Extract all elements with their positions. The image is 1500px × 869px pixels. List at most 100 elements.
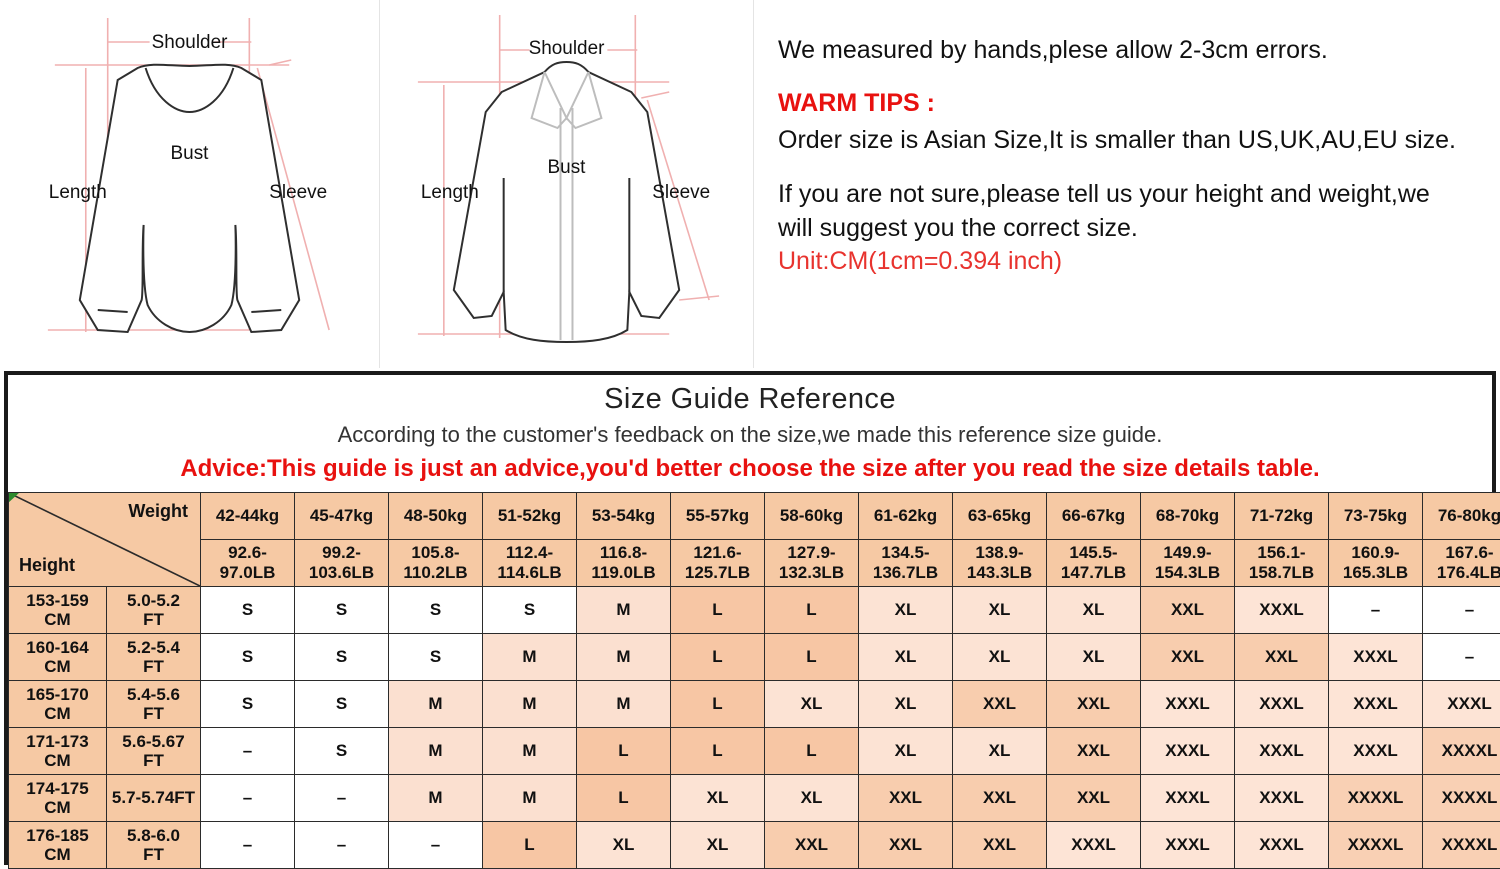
table-row: 165-170 CM 5.4-5.6 FT S S M M M L XL XL XXL XXL XXXL XX… (8, 680, 1500, 728)
size-cell-r3-c10: XXXL (1140, 727, 1235, 775)
weight-kg-header-8: 63-65kg (952, 492, 1047, 540)
size-cell-r1-c11: XXL (1234, 633, 1329, 681)
weight-kg-header-0: 42-44kg (200, 492, 295, 540)
size-cell-r5-c3: L (482, 821, 577, 869)
weight-lb-header-11: 156.1- 158.7LB (1234, 539, 1329, 587)
size-cell-r5-c4: XL (576, 821, 671, 869)
size-table-section: Size Guide Reference According to the cu… (4, 371, 1500, 869)
womens-top-diagram: Shoulder Bust Length Sleeve (0, 0, 380, 368)
weight-kg-header-12: 73-75kg (1328, 492, 1423, 540)
size-cell-r2-c6: XL (764, 680, 859, 728)
weight-lb-header-2: 105.8- 110.2LB (388, 539, 483, 587)
size-cell-r4-c6: XL (764, 774, 859, 822)
size-cell-r3-c6: L (764, 727, 859, 775)
size-cell-r0-c6: L (764, 586, 859, 634)
size-guide-table: Weight Height 42-44kg 45-47kg 48-50kg 51-52kg… (8, 492, 1500, 869)
size-cell-r3-c0: – (200, 727, 295, 775)
size-cell-r3-c7: XL (858, 727, 953, 775)
weight-kg-header-2: 48-50kg (388, 492, 483, 540)
size-cell-r2-c12: XXXL (1328, 680, 1423, 728)
size-cell-r5-c6: XXL (764, 821, 859, 869)
size-cell-r1-c9: XL (1046, 633, 1141, 681)
size-cell-r2-c13: XXXL (1422, 680, 1500, 728)
size-cell-r0-c10: XXL (1140, 586, 1235, 634)
size-cell-r3-c5: L (670, 727, 765, 775)
height-cm-1: 160-164 CM (8, 633, 107, 681)
size-cell-r1-c8: XL (952, 633, 1047, 681)
height-ft-5: 5.8-6.0 FT (106, 821, 201, 869)
bust-label: Bust (171, 143, 210, 164)
table-row: 171-173 CM 5.6-5.67 FT – S M M L L L XL XL XXL XXXL XXX… (8, 727, 1500, 775)
size-cell-r4-c2: M (388, 774, 483, 822)
length-label: Length (49, 182, 107, 203)
size-cell-r0-c0: S (200, 586, 295, 634)
size-cell-r4-c3: M (482, 774, 577, 822)
size-cell-r3-c12: XXXL (1328, 727, 1423, 775)
weight-lb-header-7: 134.5- 136.7LB (858, 539, 953, 587)
size-cell-r0-c7: XL (858, 586, 953, 634)
table-advice: Advice:This guide is just an advice,you'… (180, 455, 1320, 482)
size-cell-r5-c12: XXXXL (1328, 821, 1423, 869)
size-cell-r0-c9: XL (1046, 586, 1141, 634)
weight-lb-header-4: 116.8- 119.0LB (576, 539, 671, 587)
size-cell-r4-c0: – (200, 774, 295, 822)
sleeve-label: Sleeve (269, 182, 327, 203)
height-ft-0: 5.0-5.2 FT (106, 586, 201, 634)
table-row: 176-185 CM 5.8-6.0 FT – – – L XL XL XXL XXL XXL XXXL X… (8, 821, 1500, 869)
size-cell-r2-c0: S (200, 680, 295, 728)
size-cell-r4-c11: XXXL (1234, 774, 1329, 822)
size-cell-r0-c1: S (294, 586, 389, 634)
size-cell-r5-c2: – (388, 821, 483, 869)
shoulder-label: Shoulder (529, 38, 605, 59)
weight-kg-header-3: 51-52kg (482, 492, 577, 540)
size-cell-r4-c12: XXXXL (1328, 774, 1423, 822)
measure-note: We measured by hands,plese allow 2-3cm e… (778, 36, 1328, 64)
size-cell-r0-c12: – (1328, 586, 1423, 634)
size-cell-r1-c12: XXXL (1328, 633, 1423, 681)
table-row: 160-164 CM 5.2-5.4 FT S S S M M L L XL XL XL XXL XXL XXX… (8, 633, 1500, 681)
size-cell-r3-c3: M (482, 727, 577, 775)
weight-kg-header-13: 76-80kg (1422, 492, 1500, 540)
size-cell-r4-c5: XL (670, 774, 765, 822)
weight-kg-header-4: 53-54kg (576, 492, 671, 540)
height-cm-0: 153-159 CM (8, 586, 107, 634)
size-cell-r0-c2: S (388, 586, 483, 634)
height-axis-label: Height (19, 555, 75, 575)
size-cell-r4-c4: L (576, 774, 671, 822)
table-corner-cell: Weight Height (8, 492, 201, 587)
length-label: Length (421, 182, 479, 203)
size-cell-r4-c8: XXL (952, 774, 1047, 822)
size-cell-r2-c10: XXXL (1140, 680, 1235, 728)
size-cell-r2-c9: XXL (1046, 680, 1141, 728)
weight-kg-header-1: 45-47kg (294, 492, 389, 540)
size-cell-r3-c2: M (388, 727, 483, 775)
weight-kg-header-6: 58-60kg (764, 492, 859, 540)
size-cell-r2-c11: XXXL (1234, 680, 1329, 728)
top-section: Shoulder Bust Length Sleeve (0, 0, 1500, 368)
size-cell-r3-c11: XXXL (1234, 727, 1329, 775)
asian-size-note: Order size is Asian Size,It is smaller t… (778, 125, 1456, 154)
not-sure-note-line1: If you are not sure,please tell us your … (778, 180, 1430, 208)
size-cell-r0-c4: M (576, 586, 671, 634)
size-cell-r2-c8: XXL (952, 680, 1047, 728)
shirt-diagram: Shoulder Bust Length Sleeve (380, 0, 754, 368)
table-title: Size Guide Reference (604, 383, 896, 415)
size-cell-r3-c4: L (576, 727, 671, 775)
size-cell-r5-c9: XXXL (1046, 821, 1141, 869)
size-cell-r1-c0: S (200, 633, 295, 681)
size-cell-r5-c7: XXL (858, 821, 953, 869)
size-cell-r4-c13: XXXXL (1422, 774, 1500, 822)
size-cell-r3-c8: XL (952, 727, 1047, 775)
size-cell-r1-c5: L (670, 633, 765, 681)
size-cell-r5-c13: XXXXL (1422, 821, 1500, 869)
weight-kg-header-9: 66-67kg (1046, 492, 1141, 540)
size-cell-r4-c7: XXL (858, 774, 953, 822)
size-cell-r5-c5: XL (670, 821, 765, 869)
height-cm-4: 174-175 CM (8, 774, 107, 822)
weight-kg-header-11: 71-72kg (1234, 492, 1329, 540)
size-cell-r0-c13: – (1422, 586, 1500, 634)
table-title-block: Size Guide Reference According to the cu… (8, 375, 1492, 483)
size-cell-r5-c10: XXXL (1140, 821, 1235, 869)
size-cell-r5-c8: XXL (952, 821, 1047, 869)
